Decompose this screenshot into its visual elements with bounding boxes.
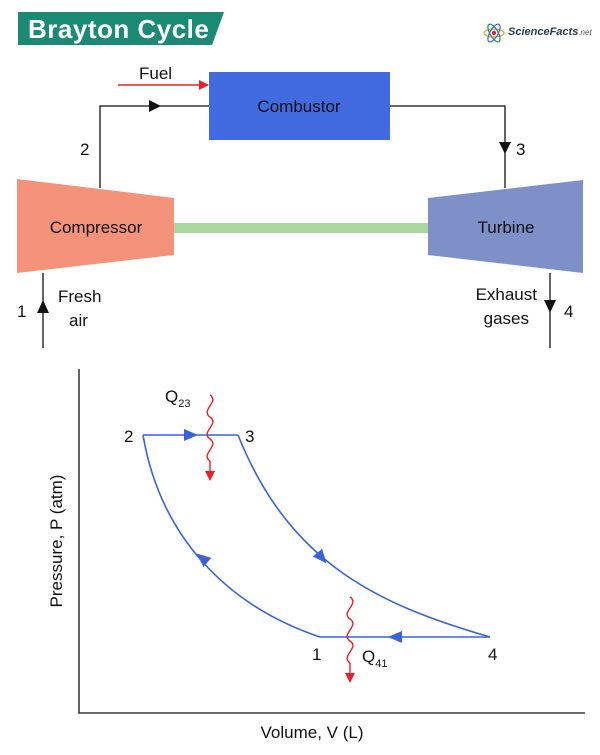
point-4-label: 4 (488, 645, 497, 664)
point-1-label: 1 (312, 645, 321, 664)
combustor-label: Combustor (257, 97, 340, 116)
exhaust-label-line2: gases (484, 309, 529, 328)
turbine (428, 180, 583, 273)
turbine-label: Turbine (477, 218, 534, 237)
exhaust-label-line1: Exhaust (476, 285, 538, 304)
point-2-label: 2 (124, 427, 133, 446)
inlet-label-line2: air (69, 311, 88, 330)
path-3-4 (237, 434, 491, 638)
pv-y-axis-label: Pressure, P (atm) (47, 475, 66, 608)
inlet-arrow-icon (37, 300, 49, 313)
compressor (17, 179, 174, 273)
shaft (170, 223, 432, 233)
fuel-label: Fuel (139, 64, 172, 83)
brand-name-main: ScienceFacts (508, 26, 579, 38)
exhaust-arrow-icon (544, 300, 556, 313)
heat-in-label: Q23 (165, 387, 190, 410)
flow-arrow-2-icon (149, 100, 161, 112)
heat-out-label: Q41 (362, 647, 387, 670)
point-3-label: 3 (245, 427, 254, 446)
flow-line-3 (390, 105, 506, 188)
brand-logo: ScienceFacts.net (482, 18, 592, 48)
compressor-label: Compressor (50, 218, 143, 237)
brand-name: ScienceFacts.net (508, 26, 592, 38)
state-4-label: 4 (564, 302, 573, 321)
heat-out-wave (346, 596, 354, 664)
state-3-label: 3 (516, 140, 525, 159)
heat-out-subscript: 41 (375, 658, 387, 670)
state-2-label: 2 (80, 140, 89, 159)
heat-in-wave (206, 394, 214, 462)
pv-x-axis-label: Volume, V (L) (261, 723, 364, 742)
title-badge: Brayton Cycle (18, 12, 224, 45)
path-1-2 (142, 434, 321, 638)
page-title: Brayton Cycle (28, 14, 210, 44)
heat-in-subscript: 23 (178, 398, 190, 410)
direction-arrow-2-3-icon (184, 429, 198, 441)
atom-icon (483, 23, 505, 43)
flow-line-2 (99, 105, 209, 188)
title-badge-background (18, 12, 224, 45)
state-1-label: 1 (17, 302, 26, 321)
direction-arrow-1-2-icon (196, 553, 212, 568)
inlet-label-line1: Fresh (58, 287, 101, 306)
pv-axes (78, 369, 585, 714)
heat-out-symbol: Q (362, 647, 375, 666)
heat-in-symbol: Q (165, 387, 178, 406)
combustor (209, 72, 390, 140)
direction-arrow-3-4-icon (312, 548, 327, 564)
flow-arrow-3-icon (499, 142, 511, 154)
brand-suffix: .net (578, 28, 592, 37)
direction-arrow-4-1-icon (388, 631, 402, 643)
